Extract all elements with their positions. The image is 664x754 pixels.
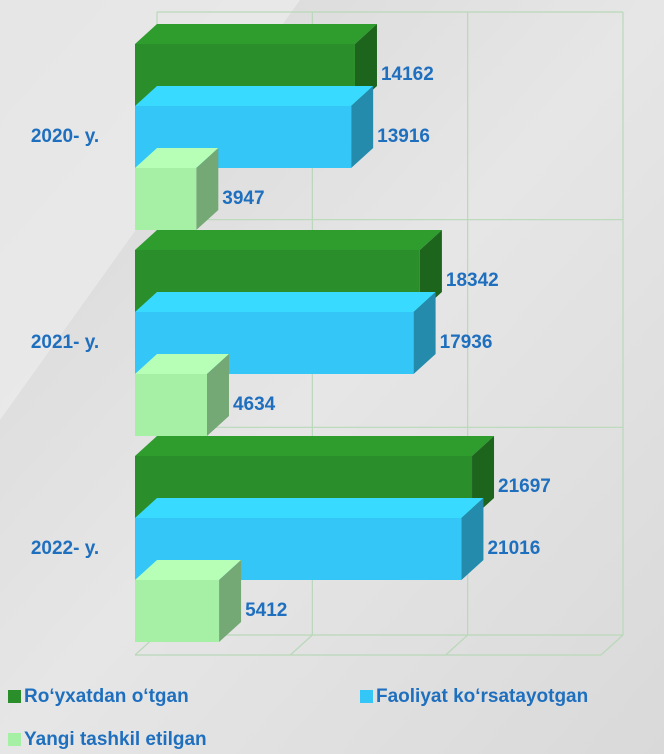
bar-top — [135, 498, 484, 518]
bar-side — [472, 436, 495, 518]
legend-swatch — [360, 690, 373, 703]
grid-line-floor — [445, 634, 469, 656]
legend-swatch — [8, 690, 21, 703]
value-label: 18342 — [446, 270, 499, 291]
value-label: 3947 — [222, 188, 264, 209]
bar — [135, 374, 207, 436]
plot-area: 2020- y. 2021- y. 2022- y. 14162 18342 21697 1… — [31, 11, 624, 656]
bar-side — [196, 148, 219, 230]
bar-top — [135, 148, 219, 168]
value-label: 4634 — [233, 394, 276, 415]
category-label: 2020- y. — [31, 126, 99, 147]
bar-top — [135, 86, 374, 106]
category-label: 2021- y. — [31, 332, 99, 353]
bar-side — [413, 292, 436, 374]
value-label: 13916 — [377, 126, 430, 147]
legend: Ro‘yxatdan o‘tgan Faoliyat ko‘rsatayotgan… — [8, 686, 588, 750]
bar-top — [135, 24, 377, 44]
bar-side — [219, 560, 242, 642]
value-label: 17936 — [440, 332, 493, 353]
legend-label: Yangi tashkil etilgan — [24, 729, 207, 750]
bar-top — [135, 436, 495, 456]
value-label: 14162 — [381, 64, 434, 85]
value-label: 21016 — [487, 538, 540, 559]
category-label: 2022- y. — [31, 538, 99, 559]
bar — [135, 168, 197, 230]
value-label: 21697 — [498, 476, 551, 497]
bar-side — [206, 354, 229, 436]
value-label: 5412 — [245, 600, 287, 621]
legend-label: Faoliyat ko‘rsatayotgan — [376, 686, 588, 707]
bar-top — [135, 230, 442, 250]
bar-side — [461, 498, 484, 580]
bar-top — [135, 354, 229, 374]
bar-side — [351, 86, 374, 168]
bar-side — [419, 230, 442, 312]
legend-swatch — [8, 733, 21, 746]
bar-side — [354, 24, 377, 106]
grid-line-floor — [600, 634, 624, 656]
grid-line-floor — [289, 634, 313, 656]
bar-top — [135, 292, 436, 312]
legend-label: Ro‘yxatdan o‘tgan — [24, 686, 189, 707]
bar-top — [135, 560, 242, 580]
bar — [135, 580, 220, 642]
